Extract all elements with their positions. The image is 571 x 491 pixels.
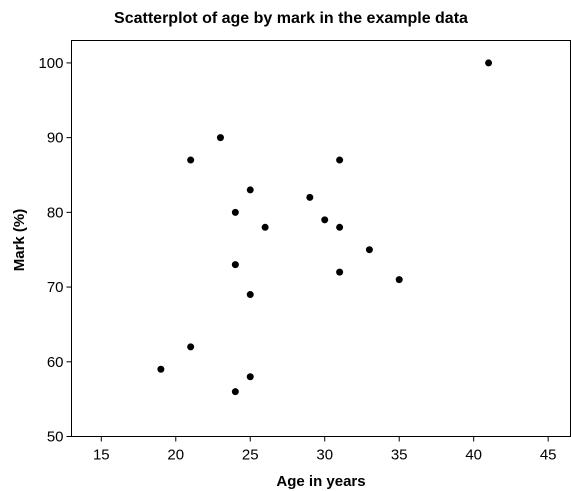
- data-point: [157, 365, 165, 373]
- data-point: [246, 186, 254, 194]
- data-point: [261, 223, 269, 231]
- data-point: [365, 246, 373, 254]
- data-point: [336, 268, 344, 276]
- x-tick-label: 40: [465, 447, 482, 464]
- data-points: [157, 59, 493, 396]
- x-tick-label: 35: [391, 447, 408, 464]
- data-point: [216, 134, 224, 142]
- x-tick-label: 20: [167, 447, 184, 464]
- y-axis-label: Mark (%): [11, 209, 28, 272]
- data-point: [187, 343, 195, 351]
- y-tick-label: 60: [47, 354, 64, 371]
- data-point: [246, 291, 254, 299]
- data-point: [231, 208, 239, 216]
- y-axis: 50 60 70 80 90 100: [38, 55, 72, 446]
- data-point: [485, 59, 493, 67]
- data-point: [321, 216, 329, 224]
- x-tick-label: 30: [316, 447, 333, 464]
- data-point: [306, 193, 314, 201]
- data-point: [187, 156, 195, 164]
- data-point: [246, 373, 254, 381]
- y-tick-label: 50: [47, 429, 64, 446]
- data-point: [336, 223, 344, 231]
- x-tick-label: 15: [93, 447, 110, 464]
- plot-frame: [71, 40, 571, 437]
- data-point: [336, 156, 344, 164]
- y-tick-label: 90: [47, 130, 64, 147]
- data-point: [395, 276, 403, 284]
- data-point: [231, 261, 239, 269]
- x-axis-label: Age in years: [276, 473, 365, 490]
- y-tick-label: 70: [47, 279, 64, 296]
- x-tick-label: 45: [540, 447, 557, 464]
- x-axis: 15 20 25 30 35 40 45: [93, 436, 557, 464]
- chart-title: Scatterplot of age by mark in the exampl…: [114, 10, 468, 27]
- data-point: [231, 388, 239, 396]
- y-tick-label: 80: [47, 204, 64, 221]
- x-tick-label: 25: [242, 447, 259, 464]
- y-tick-label: 100: [38, 55, 63, 72]
